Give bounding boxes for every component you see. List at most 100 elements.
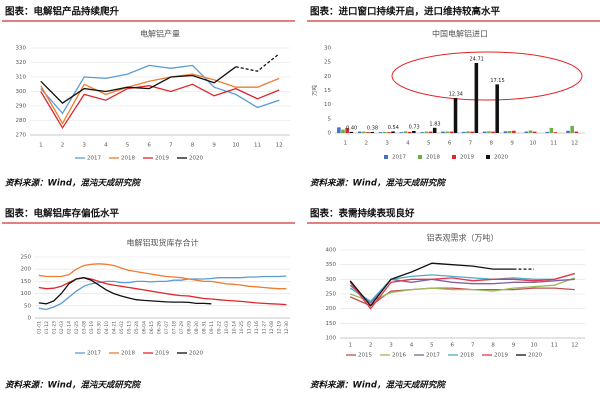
bar bbox=[391, 131, 395, 133]
legend-label: 2017 bbox=[426, 353, 440, 359]
x-tick-label: 6 bbox=[147, 143, 151, 149]
y-tick-label: 310 bbox=[16, 75, 27, 81]
bar bbox=[482, 131, 487, 133]
x-tick-label: 7 bbox=[169, 143, 173, 149]
x-tick-label: 1 bbox=[348, 343, 352, 349]
x-tick-label: 10 bbox=[530, 343, 537, 349]
x-tick-label: 12 bbox=[276, 143, 283, 149]
legend-swatch bbox=[486, 155, 490, 159]
x-tick-label: 12-19 bbox=[276, 321, 282, 334]
legend-label: 2018 bbox=[121, 351, 135, 357]
bar bbox=[412, 130, 416, 133]
legend-label: 2019 bbox=[460, 155, 474, 161]
x-tick-label: 4 bbox=[406, 141, 410, 147]
line-series bbox=[349, 277, 576, 302]
x-tick-label: 02-03 bbox=[59, 321, 65, 334]
y-tick-label: 10 bbox=[324, 102, 331, 108]
x-tick-label: 09-11 bbox=[209, 321, 215, 334]
x-tick-label: 01-12 bbox=[44, 321, 50, 334]
x-tick-label: 5 bbox=[126, 143, 130, 149]
bar bbox=[432, 127, 437, 133]
legend-label: 2018 bbox=[460, 353, 474, 359]
legend-label: 2020 bbox=[189, 156, 203, 162]
bar bbox=[512, 130, 516, 133]
legend-label: 2018 bbox=[121, 156, 135, 162]
bar bbox=[357, 131, 362, 133]
bar bbox=[453, 98, 458, 133]
x-tick-label: 09-22 bbox=[216, 321, 222, 334]
y-tick-label: 250 bbox=[326, 292, 337, 298]
bar bbox=[495, 84, 499, 133]
x-tick-label: 3 bbox=[389, 343, 393, 349]
bar bbox=[424, 131, 429, 133]
y-tick-label: 25 bbox=[324, 60, 331, 66]
y-tick-label: 320 bbox=[16, 60, 27, 66]
x-tick-label: 12 bbox=[571, 141, 578, 147]
x-tick-label: 12-08 bbox=[269, 321, 275, 334]
x-tick-label: 2 bbox=[365, 141, 369, 147]
bar bbox=[378, 132, 383, 133]
chart-title: 中国电解铝进口 bbox=[432, 29, 488, 39]
bar bbox=[528, 130, 533, 133]
x-tick-label: 6 bbox=[451, 343, 455, 349]
bar bbox=[553, 132, 558, 133]
bar bbox=[507, 131, 512, 133]
x-tick-label: 7 bbox=[471, 343, 475, 349]
legend-swatch bbox=[452, 155, 456, 159]
line-series bbox=[40, 64, 280, 115]
x-tick-label: 05-13 bbox=[126, 321, 132, 334]
data-label: 0.54 bbox=[388, 125, 399, 131]
x-tick-label: 4 bbox=[104, 143, 108, 149]
line-series bbox=[349, 262, 514, 307]
x-tick-label: 11-27 bbox=[261, 321, 267, 334]
y-tick-label: 330 bbox=[16, 46, 27, 52]
heading: 图表：进口窗口持续开启，进口维持较高水平 bbox=[310, 6, 501, 18]
x-tick-label: 07-07 bbox=[164, 321, 170, 334]
bar bbox=[532, 131, 537, 133]
bar bbox=[399, 132, 404, 133]
x-tick-label: 04-21 bbox=[111, 321, 117, 334]
heading: 图表：电解铝库存偏低水平 bbox=[5, 208, 120, 220]
bar bbox=[487, 131, 491, 133]
bar bbox=[491, 131, 495, 133]
line-series bbox=[235, 53, 280, 72]
bar bbox=[349, 131, 354, 133]
x-tick-label: 11 bbox=[551, 343, 558, 349]
x-tick-label: 02-14 bbox=[66, 321, 72, 334]
x-tick-label: 03-19 bbox=[89, 321, 95, 334]
y-tick-label: 290 bbox=[16, 104, 27, 110]
x-tick-label: 1 bbox=[39, 143, 43, 149]
x-tick-label: 08-20 bbox=[194, 321, 200, 334]
y-tick-label: 5 bbox=[328, 116, 332, 122]
y-tick-label: 20 bbox=[324, 74, 331, 80]
x-tick-label: 6 bbox=[448, 141, 452, 147]
data-label: 0.73 bbox=[409, 124, 420, 130]
y-tick-label: 300 bbox=[326, 277, 337, 283]
x-tick-label: 8 bbox=[491, 343, 495, 349]
x-tick-label: 04-10 bbox=[104, 321, 110, 334]
bar bbox=[441, 131, 445, 133]
x-tick-label: 4 bbox=[410, 343, 414, 349]
x-tick-label: 2 bbox=[369, 343, 373, 349]
bar bbox=[545, 131, 549, 133]
x-tick-label: 10-25 bbox=[239, 321, 245, 334]
x-tick-label: 10-14 bbox=[231, 321, 237, 334]
bar bbox=[362, 131, 366, 133]
x-tick-label: 11-05 bbox=[246, 321, 252, 334]
data-label: 17.15 bbox=[490, 78, 504, 84]
x-tick-label: 9 bbox=[512, 343, 516, 349]
source: 资料来源：Wind，混沌天成研究院 bbox=[5, 178, 141, 189]
data-label: 0.40 bbox=[346, 125, 357, 131]
x-tick-label: 07-18 bbox=[171, 321, 177, 334]
x-tick-label: 06-26 bbox=[156, 321, 162, 334]
x-tick-label: 11 bbox=[254, 143, 261, 149]
bar bbox=[341, 129, 345, 133]
legend-label: 2016 bbox=[392, 353, 406, 359]
y-axis-label: 万吨 bbox=[311, 85, 319, 97]
data-label: 12.34 bbox=[449, 92, 463, 98]
bar bbox=[462, 131, 466, 133]
x-tick-label: 5 bbox=[430, 343, 434, 349]
legend-label: 2020 bbox=[189, 351, 203, 357]
x-tick-label: 12-30 bbox=[284, 321, 290, 334]
y-tick-label: 280 bbox=[16, 118, 27, 124]
